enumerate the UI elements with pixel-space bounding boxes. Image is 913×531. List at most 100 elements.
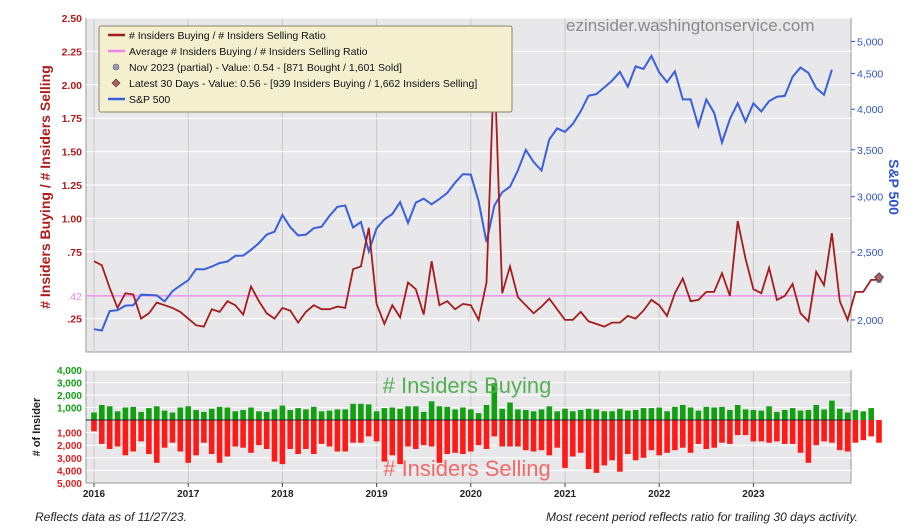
selling-bar bbox=[397, 420, 403, 465]
selling-bar bbox=[185, 420, 191, 463]
buying-bar bbox=[468, 409, 474, 420]
buying-bar bbox=[483, 405, 490, 420]
selling-bar bbox=[648, 420, 655, 451]
buying-bar bbox=[122, 407, 129, 420]
selling-bar bbox=[852, 420, 859, 443]
buying-bar bbox=[114, 411, 121, 421]
legend-entry-label: S&P 500 bbox=[129, 94, 170, 106]
buying-bar bbox=[852, 410, 859, 420]
buying-bar bbox=[680, 405, 686, 420]
buying-bar bbox=[664, 411, 670, 421]
buying-bar bbox=[99, 405, 105, 420]
selling-bar bbox=[750, 420, 757, 442]
footer-data-date: Reflects data as of 11/27/23. bbox=[35, 510, 187, 524]
buying-bar bbox=[303, 409, 309, 420]
buying-bar bbox=[475, 413, 482, 420]
legend-entry-label: # Insiders Buying / # Insiders Selling R… bbox=[129, 30, 326, 42]
selling-bar bbox=[844, 420, 851, 452]
selling-bar bbox=[381, 420, 388, 462]
selling-annotation: # Insiders Selling bbox=[383, 456, 551, 481]
buying-bar bbox=[161, 410, 168, 420]
selling-tick-label: 3,000 bbox=[57, 454, 82, 465]
right-tick-label: 3,000 bbox=[857, 192, 883, 204]
buying-bar bbox=[672, 406, 678, 420]
buying-bar bbox=[263, 411, 270, 420]
selling-bar bbox=[389, 420, 396, 456]
selling-bar bbox=[617, 420, 623, 472]
selling-bar bbox=[334, 420, 341, 452]
selling-bar bbox=[538, 420, 545, 451]
buying-bar bbox=[868, 408, 874, 420]
selling-bar bbox=[201, 420, 207, 443]
selling-bar bbox=[774, 420, 780, 442]
buying-bar bbox=[703, 406, 710, 420]
buying-bar bbox=[373, 411, 380, 421]
buying-bar bbox=[185, 406, 191, 421]
selling-bar bbox=[114, 420, 121, 447]
buying-bar bbox=[350, 403, 356, 421]
selling-bar bbox=[224, 420, 231, 457]
x-tick-label: 2021 bbox=[554, 489, 577, 500]
legend-entry-label: Nov 2023 (partial) - Value: 0.54 - [871 … bbox=[129, 62, 402, 74]
selling-bar bbox=[326, 420, 333, 447]
left-tick-label: .25 bbox=[67, 314, 82, 326]
selling-bar bbox=[483, 420, 490, 449]
buying-bar bbox=[460, 407, 466, 420]
buying-bar bbox=[844, 412, 851, 420]
buying-bar bbox=[452, 409, 458, 420]
buying-bar bbox=[530, 411, 537, 421]
buying-bar bbox=[397, 408, 403, 421]
buying-bar bbox=[499, 408, 505, 421]
buying-bar bbox=[318, 411, 325, 421]
selling-bar bbox=[837, 420, 843, 451]
right-axis-title: S&P 500 bbox=[886, 159, 902, 215]
selling-bar bbox=[672, 420, 678, 451]
selling-bar bbox=[91, 420, 97, 432]
x-tick-label: 2022 bbox=[648, 489, 671, 500]
selling-bar bbox=[428, 420, 435, 447]
buying-bar bbox=[782, 410, 788, 420]
selling-bar bbox=[193, 420, 199, 456]
left-tick-label: 1.00 bbox=[62, 213, 83, 225]
buying-bar bbox=[758, 410, 765, 420]
buying-bar bbox=[334, 409, 341, 420]
right-tick-label: 2,500 bbox=[857, 247, 883, 259]
buying-bar bbox=[789, 408, 796, 420]
buying-bar bbox=[248, 407, 254, 420]
buying-tick-label: 2,000 bbox=[57, 391, 82, 402]
selling-bar bbox=[546, 420, 553, 456]
selling-bar bbox=[130, 420, 136, 452]
buying-bar bbox=[821, 409, 827, 420]
selling-bar bbox=[287, 420, 293, 449]
selling-bar bbox=[365, 420, 372, 437]
x-tick-label: 2016 bbox=[83, 489, 106, 500]
selling-bar bbox=[829, 420, 835, 443]
left-tick-label: 2.00 bbox=[62, 80, 83, 92]
buying-bar bbox=[585, 408, 592, 421]
buying-bar bbox=[515, 409, 521, 420]
selling-bar bbox=[444, 420, 450, 454]
selling-bar bbox=[420, 420, 427, 446]
buying-bar bbox=[358, 403, 364, 421]
selling-bar bbox=[452, 420, 458, 453]
buying-bar bbox=[256, 411, 262, 421]
selling-bar bbox=[240, 420, 246, 448]
buying-bar bbox=[146, 408, 152, 420]
buying-bar bbox=[632, 410, 639, 420]
buying-bar bbox=[130, 406, 136, 420]
bottom-plot-area: # Insiders Buying # Insiders Selling 1,000… bbox=[31, 366, 882, 500]
selling-bar bbox=[413, 420, 419, 449]
buying-bar bbox=[538, 409, 545, 420]
buying-bar bbox=[805, 410, 812, 420]
buying-bar bbox=[750, 410, 757, 420]
left-tick-label: .75 bbox=[67, 247, 82, 259]
selling-bar bbox=[577, 420, 584, 453]
buying-bar bbox=[201, 411, 207, 420]
buying-bar bbox=[381, 408, 388, 420]
selling-bar bbox=[515, 420, 521, 447]
selling-bar bbox=[154, 420, 160, 463]
selling-bar bbox=[868, 420, 874, 437]
selling-bar bbox=[436, 420, 443, 463]
selling-bar bbox=[279, 420, 286, 465]
buying-tick-label: 4,000 bbox=[57, 366, 82, 377]
